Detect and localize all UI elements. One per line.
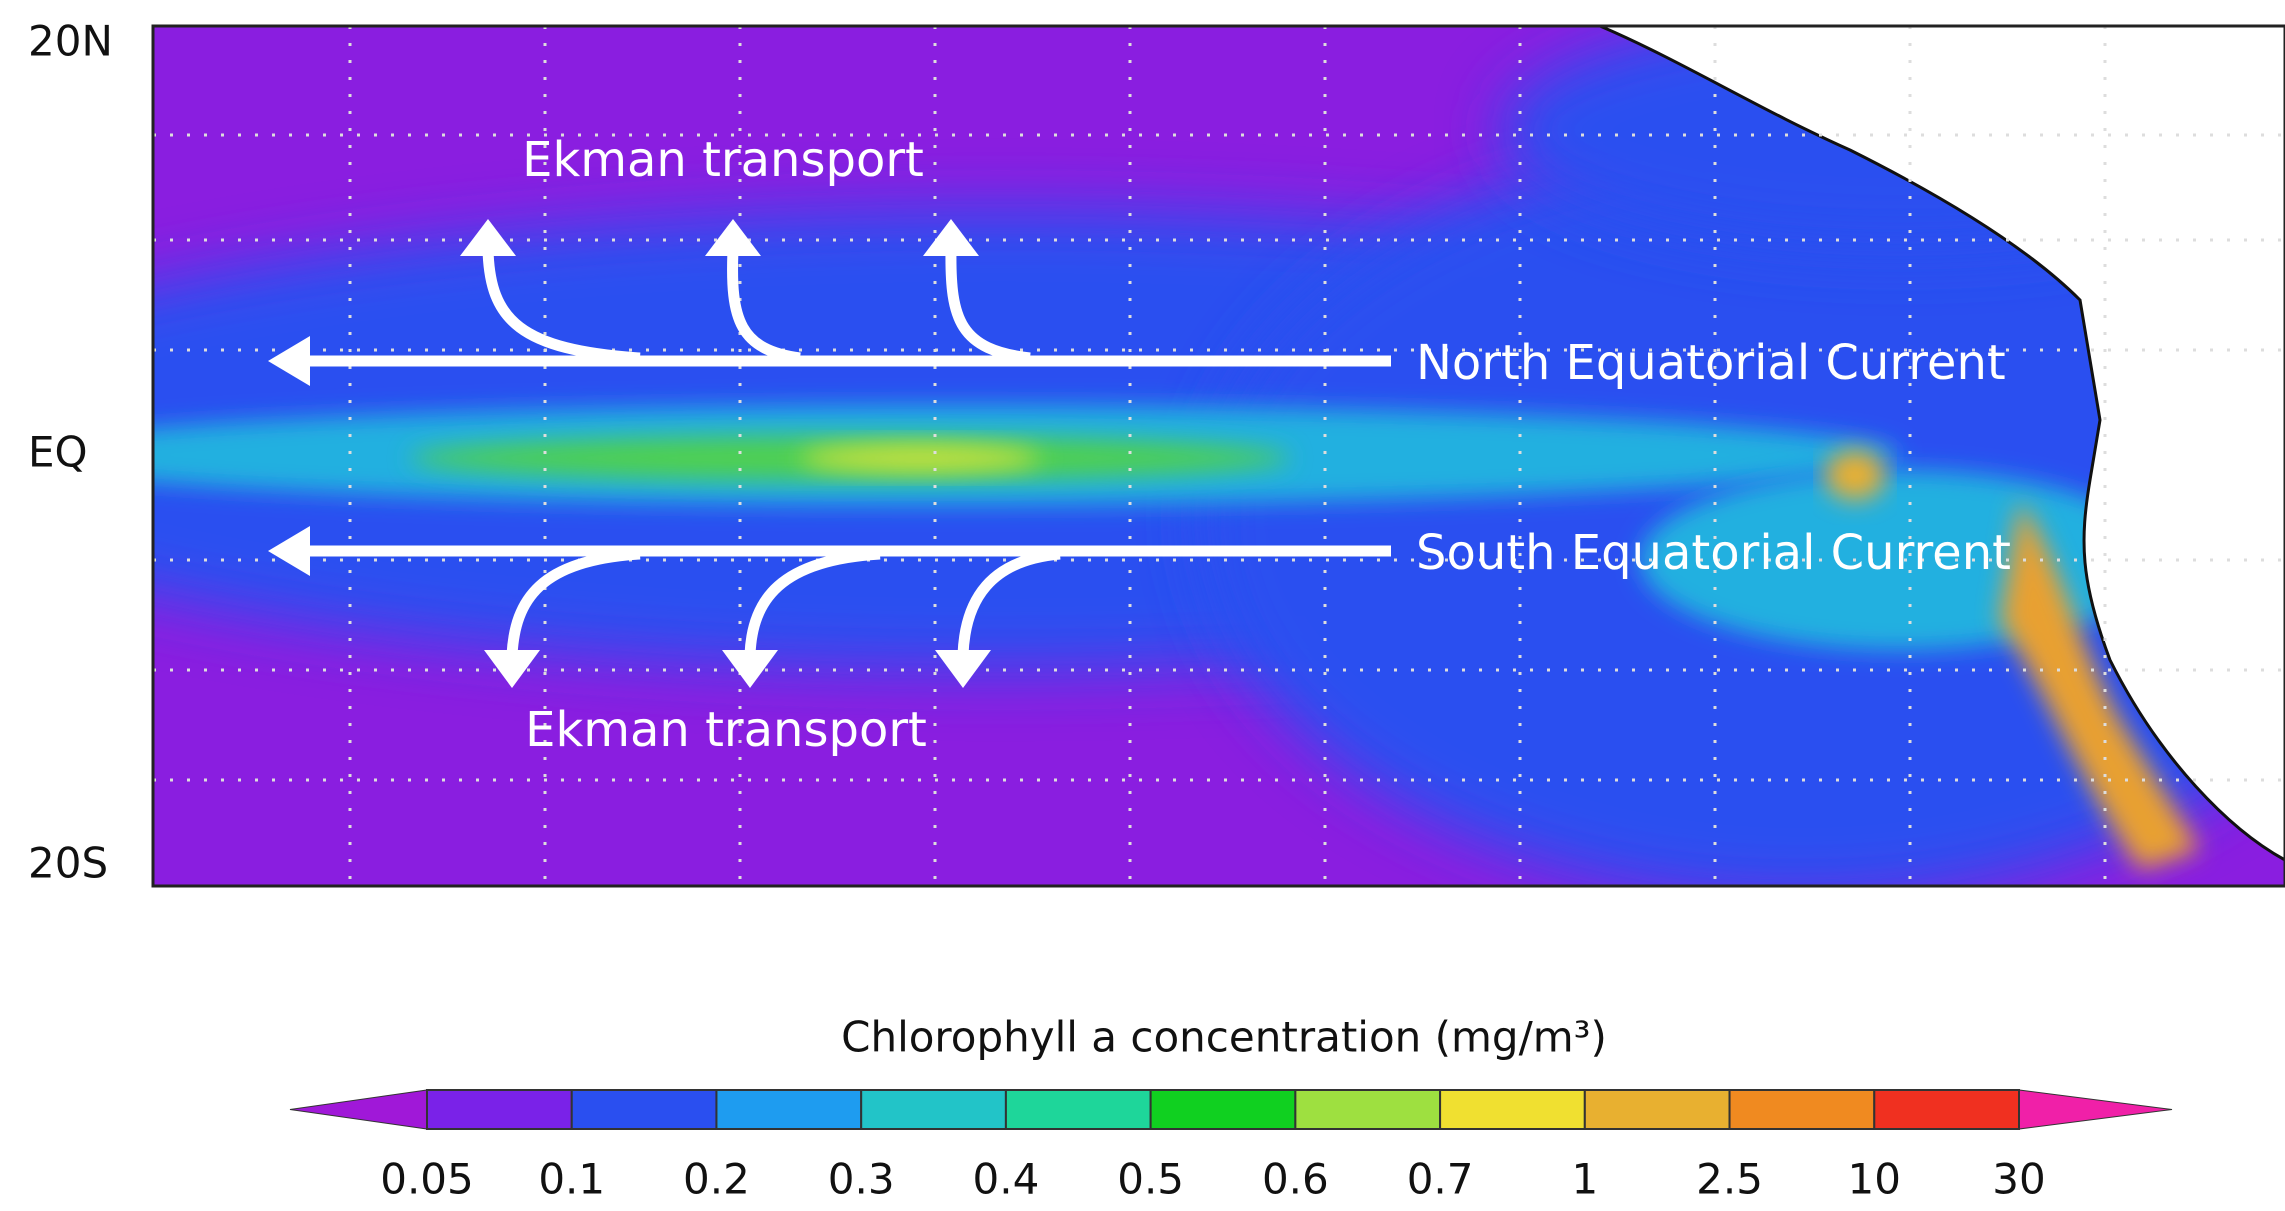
colorbar-segment [861,1090,1006,1129]
colorbar-label: 10 [1848,1155,1901,1204]
colorbar-label: 0.2 [683,1155,750,1204]
colorbar-label: 0.4 [973,1155,1040,1204]
colorbar-label: 0.1 [538,1155,605,1204]
colorbar-label: 1 [1571,1155,1598,1204]
colorbar-segment [1440,1090,1585,1129]
annotation: North Equatorial Current [1416,335,2006,391]
colorbar-segment [716,1090,861,1129]
colorbar-segment [1006,1090,1151,1129]
colorbar-label: 0.5 [1117,1155,1184,1204]
lat-label: 20S [28,839,108,888]
colorbar-segment [1730,1090,1875,1129]
colorbar-label: 2.5 [1696,1155,1763,1204]
colorbar-label: 0.6 [1262,1155,1329,1204]
colorbar-segment [572,1090,717,1129]
colorbar-label: 0.05 [380,1155,474,1204]
annotation: Ekman transport [522,132,924,188]
map [0,10,2285,900]
colorbar-segment [1295,1090,1440,1129]
colorbar-label: 0.7 [1407,1155,1474,1204]
colorbar-label: 0.3 [828,1155,895,1204]
colorbar-label: 30 [1992,1155,2045,1204]
lat-label: 20N [28,17,113,66]
annotation: South Equatorial Current [1416,525,2011,581]
colorbar-segment [427,1090,572,1129]
lat-label: EQ [28,428,88,477]
colorbar-segment [1874,1090,2019,1129]
figure: Ekman transport North Equatorial Current… [0,0,2285,1211]
colorbar-title: Chlorophyll a concentration (mg/m³) [841,1013,1607,1062]
colorbar: 0.05 0.1 0.2 0.3 0.4 0.5 0.6 0.7 1 2.5 10 30 [290,1090,2172,1204]
colorbar-segment [1585,1090,1730,1129]
annotation: Ekman transport [525,702,927,758]
colorbar-high-end [2019,1090,2172,1129]
colorbar-segment [1151,1090,1296,1129]
colorbar-low-end [290,1090,427,1129]
